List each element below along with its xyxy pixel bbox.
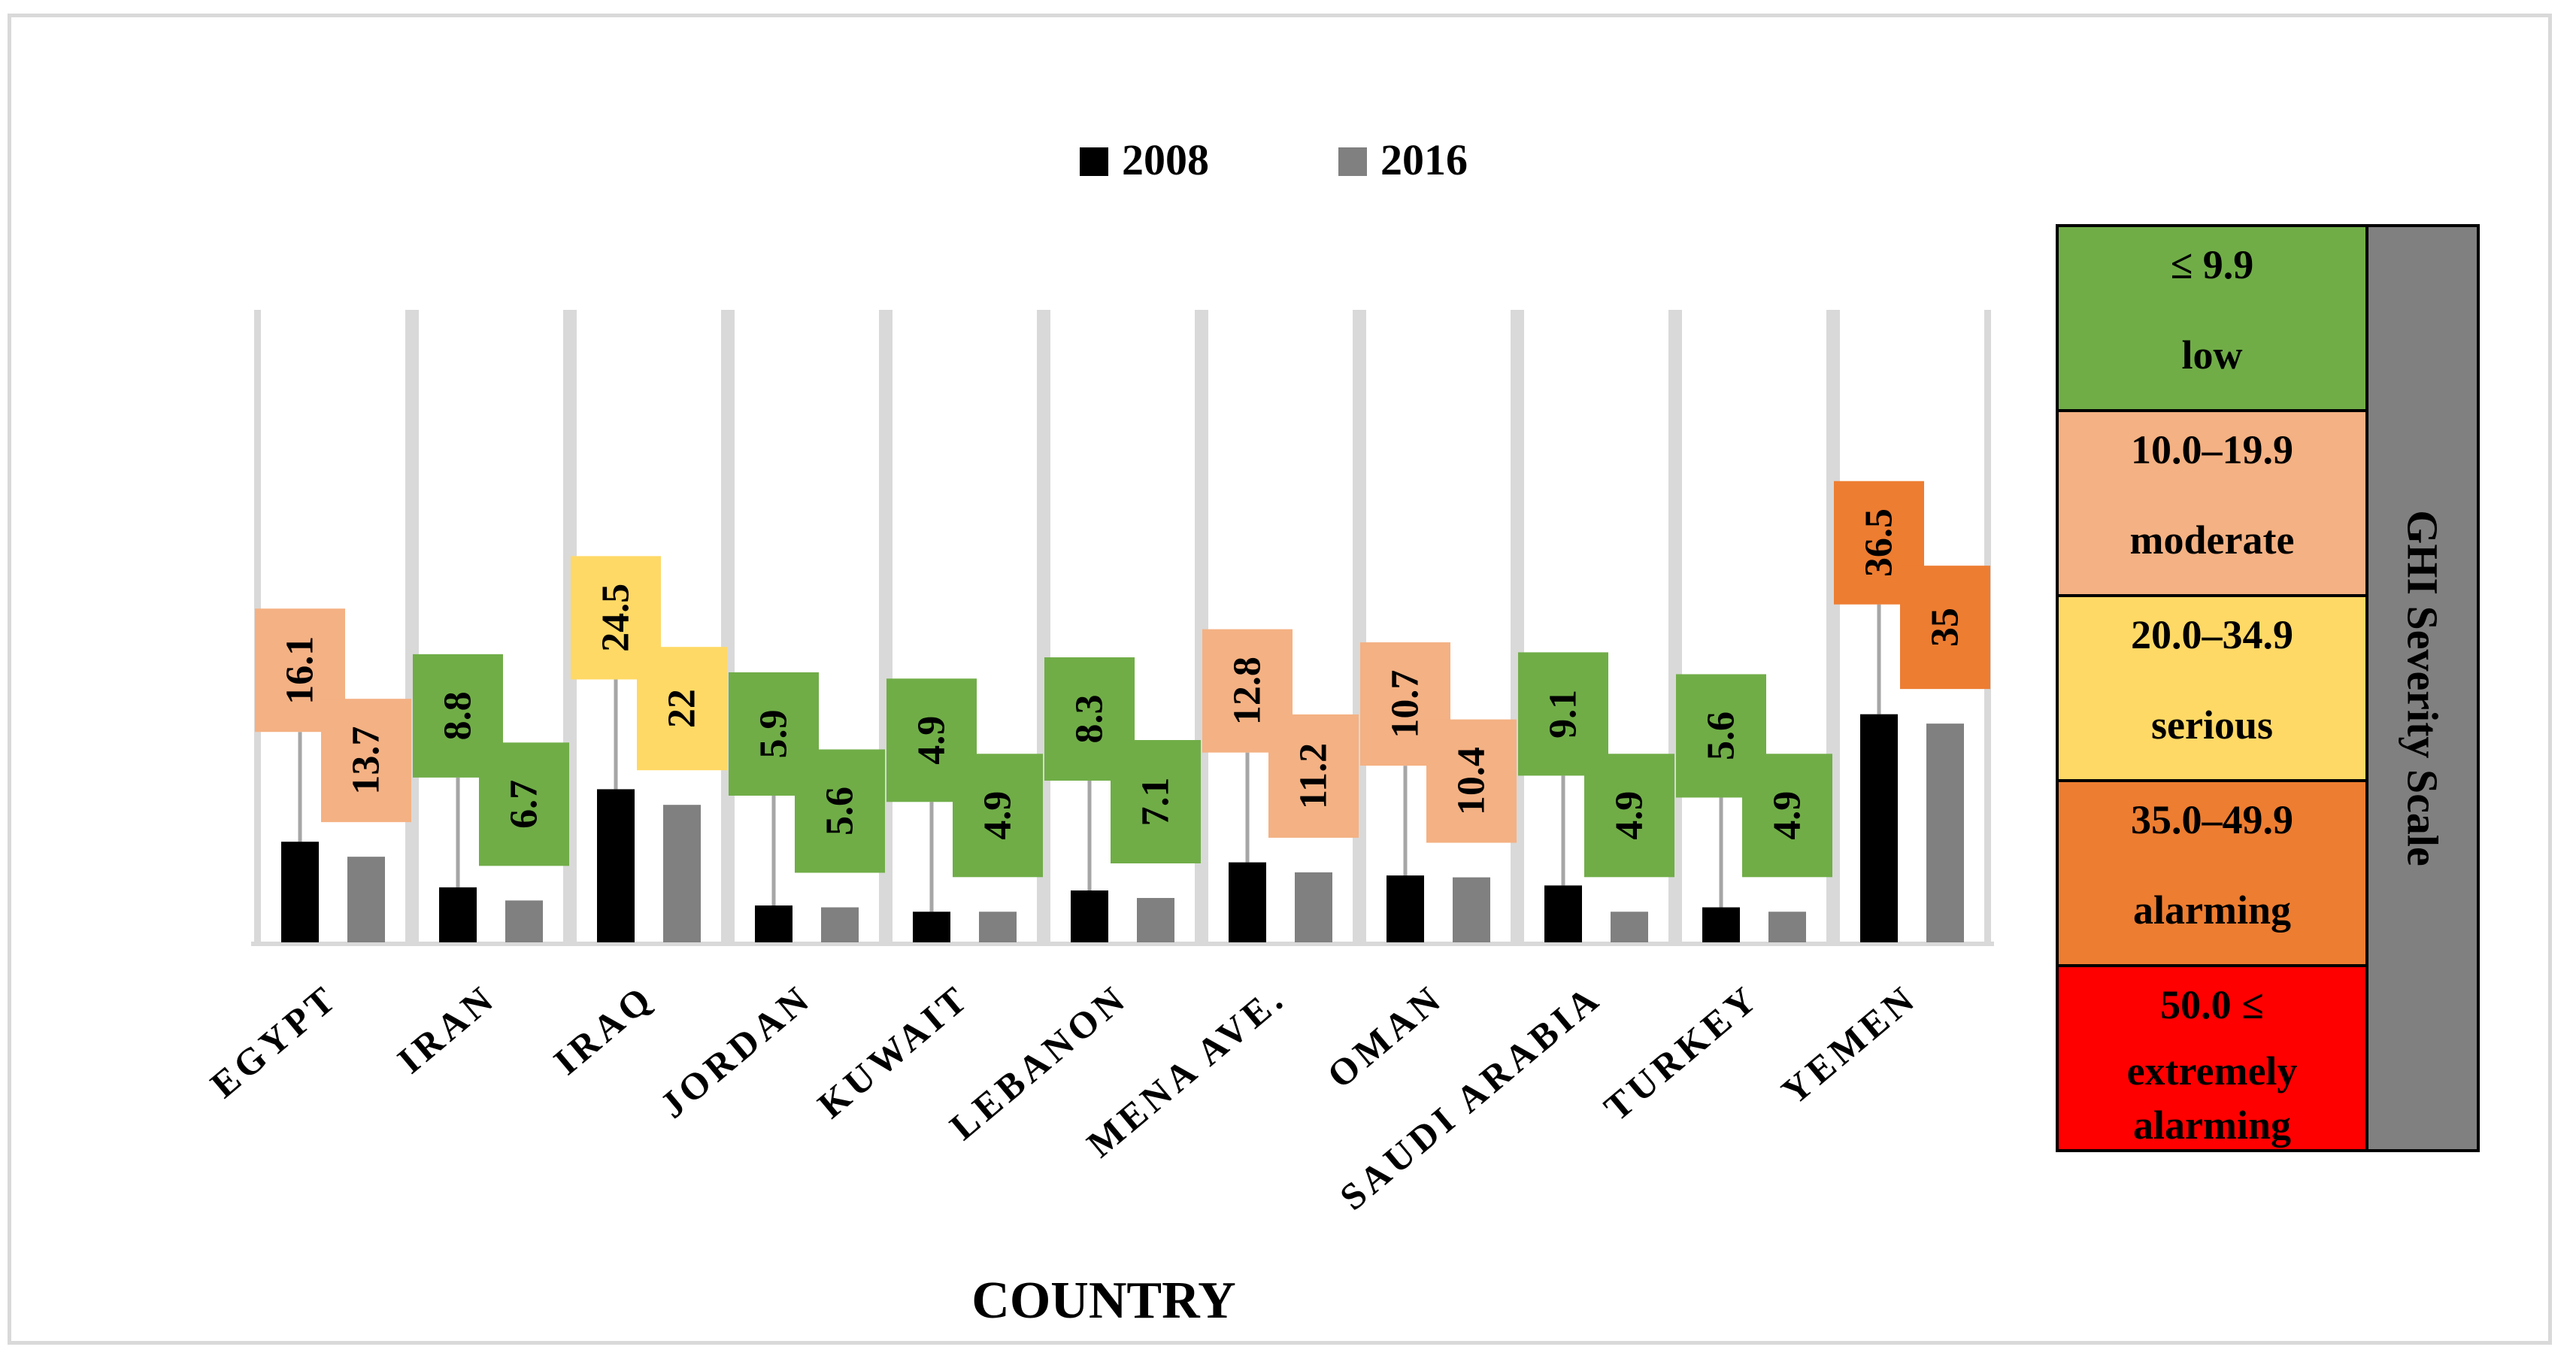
x-tick-label-9: TURKEY — [1596, 976, 1767, 1130]
scale-title-bg — [2365, 224, 2480, 1152]
bar-2016-1 — [505, 900, 543, 942]
bar-2008-0 — [281, 842, 319, 942]
data-label-bg-2016-10 — [1900, 566, 1990, 690]
x-tick-label-7: OMAN — [1319, 976, 1451, 1097]
data-label-bg-2016-4 — [953, 754, 1043, 878]
bar-2008-7 — [1386, 875, 1424, 942]
scale-label-2: serious — [2151, 702, 2273, 748]
bar-2008-2 — [597, 789, 635, 942]
scale-range-2: 20.0–34.9 — [2131, 612, 2293, 657]
data-label-bg-2016-5 — [1111, 739, 1201, 863]
scale-range-0: ≤ 9.9 — [2171, 242, 2254, 287]
legend-swatch-2016 — [1338, 147, 1367, 176]
x-tick-label-0: EGYPT — [202, 976, 346, 1106]
data-label-bg-2016-7 — [1426, 719, 1517, 843]
data-label-2016-0: 13.7 — [345, 727, 388, 795]
data-label-2008-7: 10.7 — [1384, 670, 1427, 739]
data-label-2016-9: 4.9 — [1766, 791, 1809, 840]
data-label-bg-2016-8 — [1584, 754, 1674, 878]
scale-range-3: 35.0–49.9 — [2131, 797, 2293, 842]
scale-range-1: 10.0–19.9 — [2131, 427, 2293, 472]
category-column — [1208, 310, 1353, 942]
bar-2008-6 — [1229, 862, 1266, 942]
scale-row-4 — [2056, 964, 2368, 1152]
x-axis-title: COUNTRY — [971, 1272, 1235, 1330]
bar-2008-8 — [1544, 885, 1582, 942]
bar-2016-6 — [1295, 872, 1332, 942]
x-tick-label-10: YEMEN — [1774, 976, 1926, 1113]
bar-2016-10 — [1926, 723, 1964, 942]
data-label-2008-10: 36.5 — [1858, 508, 1901, 577]
data-label-bg-2016-0 — [321, 699, 411, 823]
severity-scale: ≤ 9.9 low 10.0–19.9 moderate 20.0–34.9 seriou… — [2056, 224, 2480, 1152]
data-label-2016-1: 6.7 — [503, 780, 546, 829]
label-connectors — [298, 604, 1881, 912]
scale-row-1 — [2056, 409, 2368, 597]
data-label-2016-4: 4.9 — [977, 791, 1020, 840]
bar-2008-4 — [913, 912, 950, 942]
bars — [281, 714, 1964, 942]
data-label-2016-2: 22 — [661, 689, 704, 728]
scale-row-2 — [2056, 594, 2368, 782]
chart-frame — [8, 14, 2552, 1345]
data-label-bg-2016-2 — [637, 647, 727, 771]
x-tick-label-3: JORDAN — [652, 976, 820, 1127]
scale-range-4: 50.0 ≤ — [2160, 982, 2264, 1027]
bar-2016-0 — [347, 857, 385, 942]
x-tick-label-1: IRAN — [389, 976, 504, 1081]
data-label-2016-10: 35 — [1924, 608, 1967, 647]
bar-2016-2 — [663, 805, 701, 942]
bar-2016-3 — [821, 907, 859, 942]
bar-2008-1 — [439, 887, 477, 942]
legend: 2008 2016 — [1080, 135, 1468, 184]
data-label-2016-5: 7.1 — [1135, 777, 1177, 826]
bar-2016-8 — [1611, 912, 1648, 942]
data-labels: 16.1 8.8 24.5 5.9 4.9 8.3 12.8 10.7 9.1 5.6 36.5 13… — [255, 481, 1990, 878]
data-label-2016-6: 11.2 — [1293, 743, 1335, 809]
bar-2016-9 — [1768, 912, 1806, 942]
scale-label-1: moderate — [2130, 517, 2295, 563]
bar-2016-4 — [979, 912, 1017, 942]
scale-row-0 — [2056, 224, 2368, 412]
data-label-bg-2016-6 — [1268, 714, 1359, 838]
bar-2016-7 — [1453, 877, 1490, 942]
scale-label-0: low — [2182, 332, 2243, 378]
data-label-2008-1: 8.8 — [437, 691, 480, 740]
bar-2016-5 — [1137, 897, 1174, 942]
data-label-bg-2016-1 — [479, 742, 569, 866]
data-label-2016-7: 10.4 — [1450, 747, 1493, 815]
data-label-2008-8: 9.1 — [1542, 690, 1585, 739]
data-label-bg-2016-3 — [795, 749, 885, 873]
x-tick-label-2: IRAQ — [546, 976, 662, 1083]
data-label-2016-8: 4.9 — [1608, 791, 1651, 840]
category-column — [1366, 310, 1511, 942]
x-tick-label-4: KUWAIT — [810, 976, 977, 1127]
data-label-2008-3: 5.9 — [753, 709, 796, 758]
legend-label-2008: 2008 — [1122, 135, 1209, 184]
bar-2008-9 — [1702, 907, 1740, 942]
data-label-2008-9: 5.6 — [1700, 711, 1743, 760]
legend-label-2016: 2016 — [1380, 135, 1468, 184]
scale-label-4: extremely alarming — [2127, 1048, 2298, 1148]
data-label-2016-3: 5.6 — [819, 787, 862, 836]
bar-2008-5 — [1071, 890, 1108, 942]
scale-label-3: alarming — [2133, 887, 2291, 933]
data-label-2008-2: 24.5 — [595, 584, 638, 652]
data-label-2008-0: 16.1 — [279, 636, 322, 705]
legend-swatch-2008 — [1080, 147, 1108, 176]
data-label-2008-5: 8.3 — [1068, 695, 1111, 744]
bar-2008-10 — [1860, 714, 1898, 942]
data-label-2008-4: 4.9 — [911, 716, 953, 765]
scale-title: GHI Severity Scale — [2399, 510, 2447, 866]
x-tick-label-8: SAUDI ARABIA — [1332, 976, 1609, 1218]
data-label-2008-6: 12.8 — [1226, 657, 1269, 725]
data-label-bg-2016-9 — [1742, 754, 1832, 878]
bar-2008-3 — [755, 905, 792, 942]
